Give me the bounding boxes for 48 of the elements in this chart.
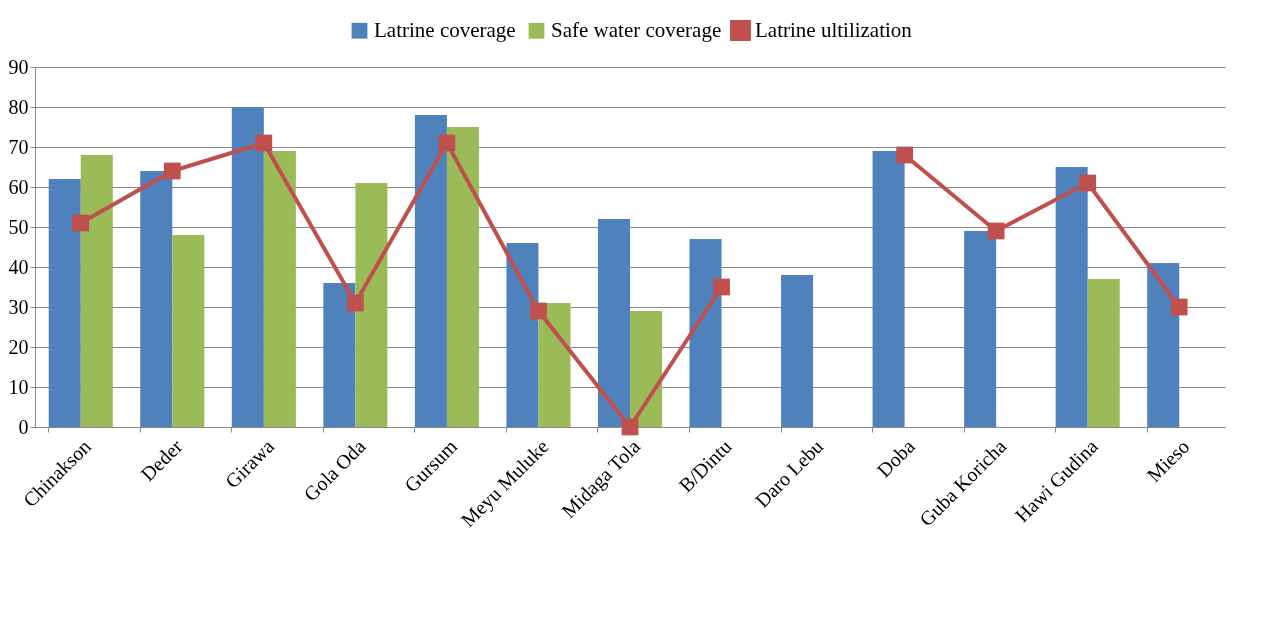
bar — [538, 303, 571, 427]
point — [621, 418, 639, 436]
bar — [630, 311, 663, 427]
bar — [964, 231, 997, 427]
legend-label: Latrine coverage — [374, 17, 516, 42]
y-tick-label: 30 — [8, 295, 29, 318]
bar — [231, 107, 264, 427]
x-tick-label: Daro Lebu — [750, 435, 828, 512]
bar — [172, 235, 205, 427]
point — [1079, 174, 1097, 192]
x-tick-label: Gola Oda — [299, 435, 370, 506]
y-tick-label: 40 — [8, 255, 29, 278]
y-tick-label: 0 — [18, 415, 29, 438]
point — [896, 146, 913, 164]
y-tick-label: 90 — [8, 55, 29, 78]
point — [987, 222, 1005, 240]
y-tick-label: 50 — [8, 215, 29, 238]
bar — [323, 283, 356, 427]
bar — [597, 219, 630, 427]
point — [347, 294, 364, 312]
y-tick-label: 60 — [8, 175, 29, 198]
y-tick-label: 80 — [8, 95, 29, 118]
bar — [80, 155, 113, 427]
y-tick-label: 20 — [8, 335, 29, 358]
bar — [446, 127, 479, 427]
point — [530, 302, 547, 320]
bar — [872, 151, 905, 427]
bar — [1055, 167, 1088, 427]
point — [438, 134, 456, 152]
bar — [781, 275, 814, 427]
y-tick-label: 10 — [8, 375, 29, 398]
legend-label: Safe water coverage — [551, 17, 722, 42]
bar — [1147, 263, 1180, 427]
legend-label: Latrine ultilization — [755, 17, 913, 42]
bar — [140, 171, 173, 427]
point — [163, 162, 181, 180]
point — [255, 134, 273, 152]
point — [713, 278, 730, 296]
bar — [263, 151, 296, 427]
bar — [506, 243, 539, 427]
bar — [414, 115, 447, 427]
point — [1170, 298, 1188, 316]
point — [72, 214, 90, 232]
bar — [355, 183, 388, 427]
bar — [1087, 279, 1120, 427]
bar — [48, 179, 81, 427]
bar — [689, 239, 722, 427]
y-tick-label: 70 — [8, 135, 29, 158]
